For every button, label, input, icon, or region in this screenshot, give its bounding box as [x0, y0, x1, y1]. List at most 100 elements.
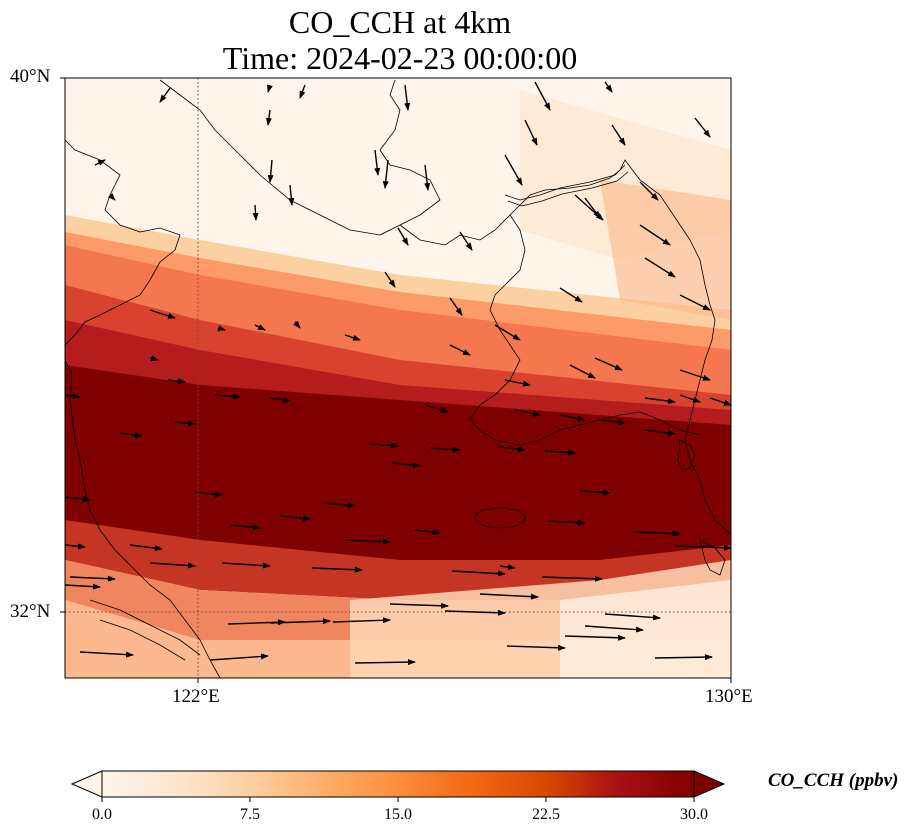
wind-arrow	[149, 309, 176, 319]
wind-arrow	[299, 84, 306, 99]
wind-arrow	[604, 81, 613, 93]
colorbar-label: CO_CCH (ppbv)	[768, 770, 899, 791]
wind-arrow	[159, 87, 171, 103]
wind-arrow	[174, 420, 196, 427]
wind-arrow	[499, 564, 516, 571]
wind-arrow	[293, 320, 301, 329]
wind-arrow	[569, 364, 596, 379]
wind-arrow	[544, 449, 576, 456]
wind-arrow	[674, 544, 731, 551]
lon-label-130e: 130°E	[705, 686, 753, 707]
wind-arrow	[194, 491, 223, 498]
wind-arrow	[611, 124, 626, 146]
wind-arrow	[559, 287, 583, 303]
wind-arrow	[444, 609, 506, 616]
wind-arrow	[497, 446, 526, 453]
wind-arrow	[279, 515, 311, 522]
wind-arrow	[221, 562, 271, 569]
wind-arrow	[679, 369, 711, 381]
wind-arrow	[654, 654, 713, 661]
wind-arrow	[709, 397, 731, 406]
wind-arrow	[584, 197, 601, 219]
wind-arrow	[389, 602, 449, 609]
wind-vectors	[65, 81, 731, 666]
colorbar-tick-label: 0.0	[92, 806, 112, 823]
wind-arrow	[129, 544, 163, 552]
wind-arrow	[424, 404, 449, 413]
wind-arrow	[374, 149, 381, 176]
wind-arrow	[449, 344, 471, 356]
wind-arrow	[514, 409, 541, 417]
lat-label-32n: 32°N	[10, 601, 51, 622]
wind-arrow	[65, 496, 91, 503]
wind-arrow	[65, 543, 86, 550]
wind-arrow	[119, 432, 143, 439]
wind-arrow	[267, 159, 274, 183]
gridlines	[65, 78, 731, 678]
wind-arrow	[354, 659, 416, 666]
wind-arrow	[288, 184, 295, 206]
map-frame	[64, 77, 732, 679]
colorbar-tick-label: 30.0	[680, 806, 708, 823]
wind-arrow	[265, 109, 272, 126]
wind-arrow	[209, 653, 269, 661]
wind-arrow	[679, 394, 701, 403]
wind-arrow	[679, 294, 711, 311]
wind-arrow	[65, 393, 81, 400]
colorbar-tick-label: 7.5	[240, 806, 260, 823]
wind-arrow	[324, 502, 356, 509]
colorbar-tick-label: 22.5	[532, 806, 560, 823]
title-line-1: CO_CCH at 4km	[288, 4, 512, 40]
wind-arrow	[311, 566, 363, 573]
colorbar-tick-label: 15.0	[384, 806, 412, 823]
wind-arrow	[214, 393, 241, 400]
wind-arrow	[69, 575, 116, 582]
wind-arrow	[149, 355, 159, 362]
lat-label-40n: 40°N	[10, 66, 51, 87]
wind-arrow	[644, 257, 676, 278]
colorbar	[70, 770, 726, 802]
wind-arrow	[414, 529, 441, 536]
wind-arrow	[229, 524, 261, 531]
wind-arrow	[504, 379, 531, 387]
wind-arrow	[397, 227, 409, 246]
wind-arrow	[65, 583, 101, 590]
wind-arrow	[167, 378, 186, 385]
wind-arrow	[506, 644, 566, 651]
wind-arrow	[599, 419, 626, 426]
coastlines	[65, 79, 731, 678]
wind-arrow	[449, 297, 463, 316]
wind-arrow	[79, 651, 134, 658]
wind-arrow	[252, 204, 259, 221]
wind-arrow	[404, 84, 411, 111]
title-line-2: Time: 2024-02-23 00:00:00	[222, 40, 578, 76]
wind-arrow	[579, 489, 611, 496]
wind-arrow	[254, 324, 266, 331]
wind-arrow	[547, 519, 586, 526]
wind-arrow	[217, 325, 226, 331]
wind-arrow	[451, 570, 506, 577]
wind-arrow	[504, 154, 523, 186]
wind-arrow	[594, 357, 623, 371]
wind-arrow	[424, 164, 431, 191]
wind-arrow	[344, 538, 391, 545]
wind-arrow	[391, 462, 421, 469]
wind-arrow	[604, 613, 661, 621]
tick-marks	[60, 77, 732, 683]
wind-arrow	[634, 530, 681, 537]
wind-arrow	[639, 224, 671, 246]
wind-arrow	[94, 159, 106, 166]
wind-arrow	[639, 181, 659, 201]
wind-arrow	[382, 159, 389, 189]
wind-arrow	[524, 119, 538, 146]
wind-arrow	[564, 634, 626, 641]
wind-arrow	[332, 617, 391, 624]
wind-arrow	[584, 625, 644, 633]
wind-arrow	[694, 117, 711, 138]
wind-arrow	[344, 334, 361, 341]
wind-arrow	[459, 231, 473, 251]
wind-arrow	[269, 396, 291, 403]
wind-arrow	[541, 575, 603, 582]
wind-arrow	[534, 81, 551, 111]
